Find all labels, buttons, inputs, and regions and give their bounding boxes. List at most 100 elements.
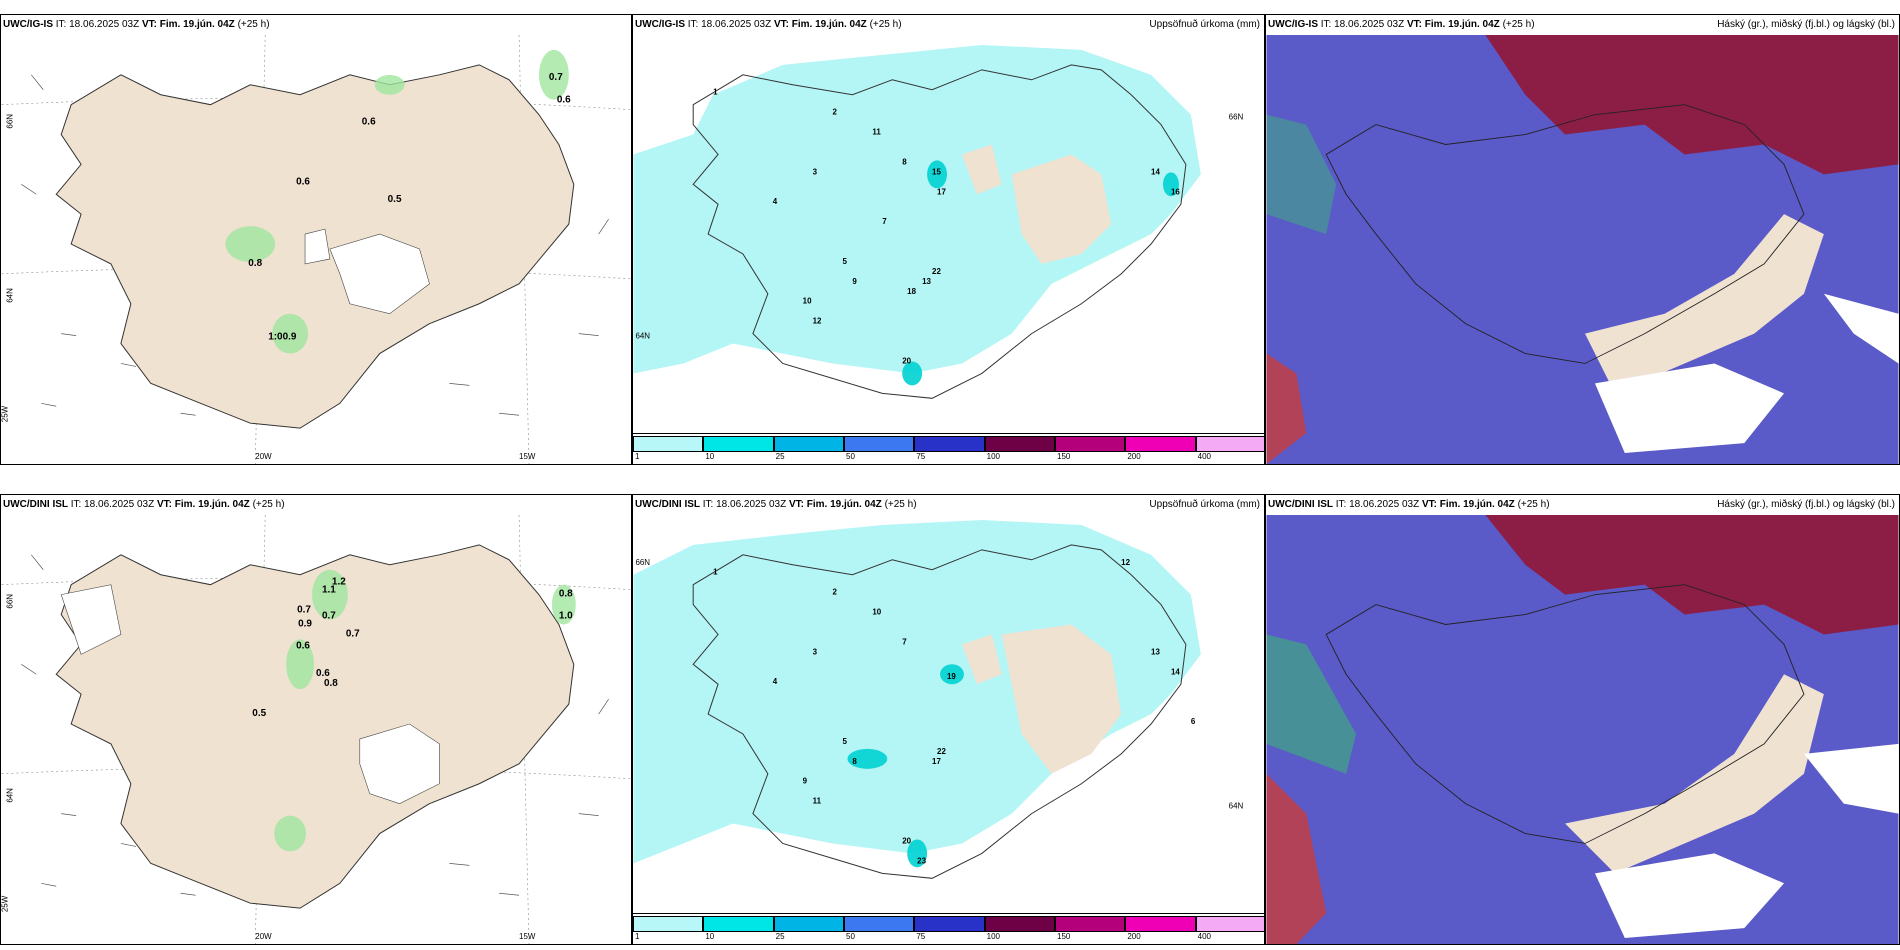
precip-value: 19: [947, 672, 956, 681]
wind-value: 0.8: [324, 678, 338, 689]
lat-label: 66N: [1229, 113, 1244, 122]
wind-value: 0.5: [388, 194, 402, 205]
lat-label: 64N: [5, 288, 14, 303]
colorbar-swatch: [773, 436, 844, 452]
panel-precip-row1: UWC/IG-IS IT: 18.06.2025 03Z VT: Fim. 19…: [632, 14, 1265, 465]
colorbar-label: 200: [1127, 932, 1141, 941]
cloud-map: [1266, 515, 1899, 944]
wind-value: 0.5: [252, 708, 266, 719]
colorbar-swatch: [1195, 916, 1264, 932]
colorbar-label: 1: [635, 452, 640, 461]
colorbar-label: 150: [1057, 932, 1071, 941]
colorbar-label: 100: [986, 452, 1001, 461]
wind-value: 0.6: [362, 117, 376, 128]
iceland-landmass: [55, 544, 575, 909]
colorbar-swatch: [1055, 916, 1126, 932]
panel-precip-row2: UWC/DINI ISL IT: 18.06.2025 03Z VT: Fim.…: [632, 494, 1265, 945]
colorbar-label: 75: [916, 932, 926, 941]
colorbar-label: 100: [986, 932, 1001, 941]
precip-value: 22: [932, 267, 941, 276]
colorbar-label: 200: [1127, 452, 1141, 461]
lon-label: 20W: [255, 452, 272, 461]
lat-label: 64N: [1229, 802, 1244, 811]
iceland-landmass: [692, 544, 1187, 879]
precip-value: 16: [1171, 187, 1180, 196]
precip-value: 11: [813, 797, 822, 806]
colorbar-swatch: [914, 436, 985, 452]
precip-value: 20: [902, 356, 911, 365]
wind-value: 0.7: [346, 628, 360, 639]
colorbar-label: 50: [846, 932, 855, 941]
panel-header: UWC/DINI ISL IT: 18.06.2025 03Z VT: Fim.…: [1266, 495, 1899, 515]
precip-value: 17: [937, 187, 946, 196]
wind-map: 1.2 1.1 0.7 0.7 0.9 0.6 0.7 0.6 0.8 0.8 …: [1, 515, 631, 944]
precip-colorbar: 1 10 25 50 75 100 150 200 400: [633, 913, 1264, 944]
wind-value: 0.9: [298, 618, 312, 629]
precip-value: 17: [932, 757, 941, 766]
precip-value: 3: [813, 647, 818, 656]
wind-value: 0.7: [322, 611, 336, 622]
precip-map: 1 2 3 4 5 6 7 8 9 10 11 12 13 14 17 19 2…: [633, 519, 1244, 879]
precip-value: 3: [813, 167, 818, 176]
wind-value: 0.8: [559, 589, 573, 600]
precip-value: 22: [937, 747, 946, 756]
colorbar-label: 25: [775, 452, 785, 461]
precip-colorbar: 1 10 25 50 75 100 150 200 400: [633, 433, 1264, 464]
precip-value: 13: [1151, 647, 1160, 656]
precip-value: 4: [773, 197, 778, 206]
wind-value: 1.0: [559, 611, 573, 622]
precip-value: 9: [852, 277, 857, 286]
wind-value: 0.6: [557, 95, 571, 106]
panel-title: Uppsöfnuð úrkoma (mm): [1149, 499, 1260, 510]
wind-value: 1.2: [332, 577, 346, 588]
panel-title: Háský (gr.), miðský (fj.bl.) og lágský (…: [1717, 499, 1895, 510]
lon-label: 20W: [255, 932, 272, 941]
precip-value: 18: [907, 287, 916, 296]
wind-value: 0.8: [248, 258, 262, 269]
precip-value: 11: [872, 128, 881, 137]
panel-wind-row2: UWC/DINI ISL IT: 18.06.2025 03Z VT: Fim.…: [0, 494, 632, 945]
colorbar-label: 50: [846, 452, 855, 461]
colorbar-label: 150: [1057, 452, 1071, 461]
precip-value: 15: [932, 167, 941, 176]
colorbar-swatch: [633, 436, 704, 452]
colorbar-label: 1: [635, 932, 640, 941]
colorbar-label: 400: [1197, 452, 1212, 461]
precip-value: 10: [872, 608, 881, 617]
colorbar-swatch: [984, 916, 1055, 932]
colorbar-swatch: [914, 916, 985, 932]
wind-value: 0.6: [296, 640, 310, 651]
precip-value: 14: [1171, 667, 1180, 676]
colorbar-swatch: [773, 916, 844, 932]
panel-header: UWC/IG-IS IT: 18.06.2025 03Z VT: Fim. 19…: [1266, 15, 1899, 35]
colorbar-swatch: [633, 916, 704, 932]
lat-label: 66N: [635, 558, 650, 567]
colorbar-label: 75: [916, 452, 926, 461]
precip-value: 10: [803, 297, 812, 306]
panel-header: UWC/IG-IS IT: 18.06.2025 03Z VT: Fim. 19…: [633, 15, 1264, 35]
lon-label: 15W: [519, 452, 536, 461]
lat-label: 64N: [5, 788, 14, 803]
colorbar-swatch: [1195, 436, 1264, 452]
colorbar-swatch: [703, 916, 774, 932]
precip-value: 20: [902, 836, 911, 845]
precip-value: 9: [803, 777, 808, 786]
precip-value: 12: [1121, 558, 1130, 567]
precip-value: 1: [713, 88, 718, 97]
precip-value: 4: [773, 677, 778, 686]
panel-cloud-row1: UWC/IG-IS IT: 18.06.2025 03Z VT: Fim. 19…: [1265, 14, 1900, 465]
colorbar-label: 400: [1197, 932, 1212, 941]
lat-label: 64N: [635, 332, 650, 341]
iceland-landmass: [692, 64, 1187, 399]
wind-value: 0.6: [316, 668, 330, 679]
precip-value: 12: [813, 317, 822, 326]
precip-value: 8: [852, 757, 857, 766]
precip-value: 7: [882, 217, 887, 226]
precip-value: 8: [902, 157, 907, 166]
panel-header: UWC/DINI ISL IT: 18.06.2025 03Z VT: Fim.…: [1, 495, 631, 515]
wind-value: 0.6: [296, 176, 310, 187]
panel-header: UWC/DINI ISL IT: 18.06.2025 03Z VT: Fim.…: [633, 495, 1264, 515]
precip-value: 2: [833, 588, 838, 597]
precip-value: 5: [842, 737, 847, 746]
precip-value: 1: [713, 568, 718, 577]
